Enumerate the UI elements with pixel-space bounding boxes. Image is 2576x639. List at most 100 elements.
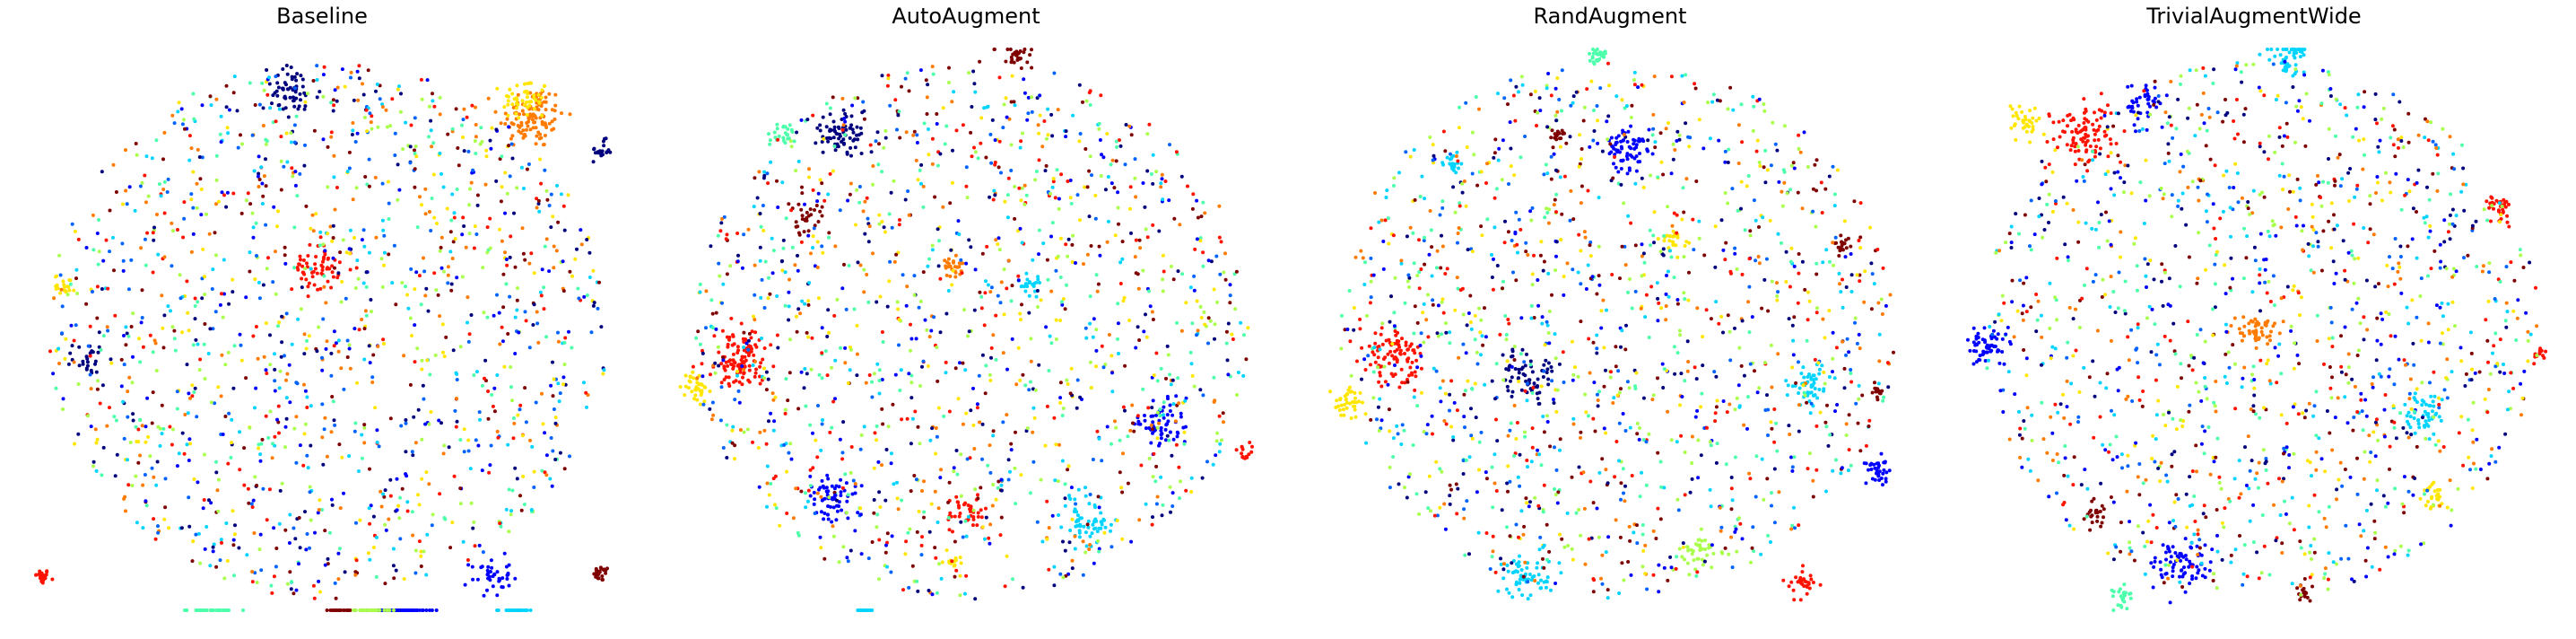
scatter-point — [903, 552, 908, 556]
scatter-point — [171, 427, 175, 432]
scatter-point — [908, 527, 912, 531]
scatter-point — [831, 119, 836, 124]
scatter-point — [1077, 530, 1082, 535]
scatter-point — [544, 188, 549, 193]
scatter-point — [338, 506, 343, 511]
scatter-point — [597, 280, 601, 284]
scatter-point — [99, 347, 103, 352]
scatter-point — [138, 417, 143, 422]
scatter-point — [1189, 362, 1194, 366]
scatter-point — [859, 131, 864, 136]
scatter-point — [297, 562, 300, 566]
scatter-point — [1595, 506, 1599, 511]
scatter-point — [95, 232, 100, 235]
scatter-point — [1241, 373, 1246, 378]
scatter-point — [74, 267, 79, 272]
scatter-point — [444, 335, 448, 339]
scatter-point — [1174, 150, 1179, 154]
scatter-point — [800, 185, 804, 189]
scatter-point — [34, 573, 38, 577]
scatter-point — [1077, 535, 1082, 539]
scatter-point — [767, 276, 770, 280]
scatter-point — [1434, 460, 1439, 464]
scatter-point — [1588, 51, 1591, 56]
scatter-point — [747, 363, 752, 368]
scatter-point — [376, 345, 380, 348]
scatter-point — [957, 514, 962, 519]
scatter-point — [1099, 93, 1103, 98]
scatter-point — [1159, 436, 1163, 441]
scatter-point — [381, 228, 386, 232]
scatter-point — [427, 135, 431, 139]
scatter-point — [824, 125, 829, 129]
scatter-point — [1397, 345, 1402, 349]
scatter-point — [889, 451, 893, 456]
scatter-point — [273, 367, 277, 372]
scatter-point — [1494, 417, 1498, 422]
scatter-point — [808, 494, 813, 498]
scatter-point — [1784, 379, 1788, 383]
scatter-point — [486, 390, 491, 393]
scatter-point — [1377, 380, 1381, 384]
scatter-point — [371, 608, 376, 612]
scatter-point — [238, 468, 242, 472]
scatter-point — [413, 167, 417, 171]
scatter-point — [1831, 164, 1835, 169]
scatter-point — [1143, 414, 1146, 417]
scatter-point — [70, 344, 74, 348]
scatter-point — [1029, 380, 1032, 384]
scatter-point — [111, 162, 116, 167]
scatter-point — [334, 596, 338, 600]
scatter-point — [843, 111, 848, 116]
scatter-point — [919, 162, 924, 167]
scatter-point — [1038, 93, 1042, 98]
scatter-point — [1115, 144, 1118, 149]
scatter-point — [517, 129, 521, 134]
scatter-point — [490, 565, 494, 570]
scatter-point — [1801, 564, 1805, 568]
scatter-point — [742, 330, 746, 335]
scatter-point — [816, 220, 821, 223]
scatter-point — [692, 397, 696, 401]
scatter-point — [696, 329, 701, 334]
scatter-point — [577, 296, 581, 301]
scatter-point — [108, 249, 111, 254]
scatter-point — [967, 238, 971, 242]
scatter-point — [1613, 475, 1617, 479]
scatter-point — [187, 495, 191, 500]
scatter-point — [361, 92, 366, 97]
scatter-point — [1408, 225, 1413, 230]
scatter-point — [872, 511, 876, 515]
scatter-point — [821, 150, 825, 154]
scatter-point — [937, 239, 941, 243]
scatter-point — [1057, 206, 1061, 211]
scatter-point — [256, 356, 260, 361]
scatter-point — [387, 201, 391, 206]
scatter-point — [1448, 162, 1452, 166]
scatter-point — [757, 485, 761, 489]
scatter-point — [101, 445, 106, 450]
scatter-point — [294, 78, 299, 83]
scatter-point — [570, 346, 574, 350]
scatter-point — [790, 245, 795, 249]
scatter-point — [1874, 390, 1878, 394]
scatter-point — [1115, 519, 1119, 522]
scatter-point — [1799, 372, 1804, 376]
scatter-point — [1057, 513, 1061, 517]
scatter-point — [1692, 558, 1696, 563]
scatter-point — [1172, 216, 1177, 221]
scatter-point — [914, 477, 918, 482]
scatter-point — [256, 174, 260, 179]
scatter-point — [1419, 366, 1423, 371]
scatter-point — [727, 375, 731, 380]
scatter-point — [162, 255, 167, 259]
scatter-point — [532, 302, 536, 307]
scatter-point — [339, 300, 344, 304]
scatter-point — [1011, 577, 1014, 582]
scatter-point — [417, 539, 422, 544]
scatter-point — [966, 503, 970, 507]
scatter-point — [732, 360, 736, 364]
scatter-point — [969, 408, 973, 413]
scatter-point — [1161, 197, 1165, 202]
scatter-point — [1844, 285, 1849, 289]
